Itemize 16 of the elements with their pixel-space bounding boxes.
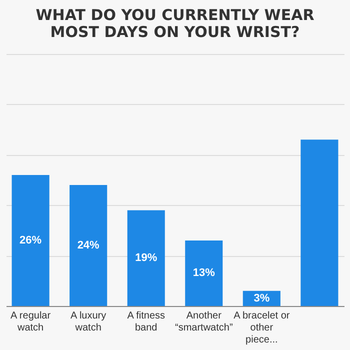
data-label: 3%	[254, 292, 270, 304]
x-tick-label: A regular watch	[10, 310, 52, 334]
x-tick-label: A bracelet or other piece...	[234, 310, 290, 346]
data-label: 13%	[192, 267, 216, 280]
data-label: 26%	[20, 234, 42, 246]
x-tick-label: A fitness band	[127, 310, 166, 334]
x-tick-label: A luxury watch	[70, 310, 106, 334]
x-tick-label: Another “smartwatch”	[174, 310, 233, 334]
bar	[127, 210, 165, 306]
bar	[12, 174, 50, 306]
bar	[185, 240, 223, 306]
bar	[70, 185, 108, 306]
data-label: 24%	[77, 240, 100, 252]
bar	[300, 140, 338, 306]
chart-title: WHAT DO YOU CURRENTLY WEAR MOST DAYS ON YOUR WRIST?	[36, 6, 315, 41]
data-label: 19%	[135, 252, 158, 264]
